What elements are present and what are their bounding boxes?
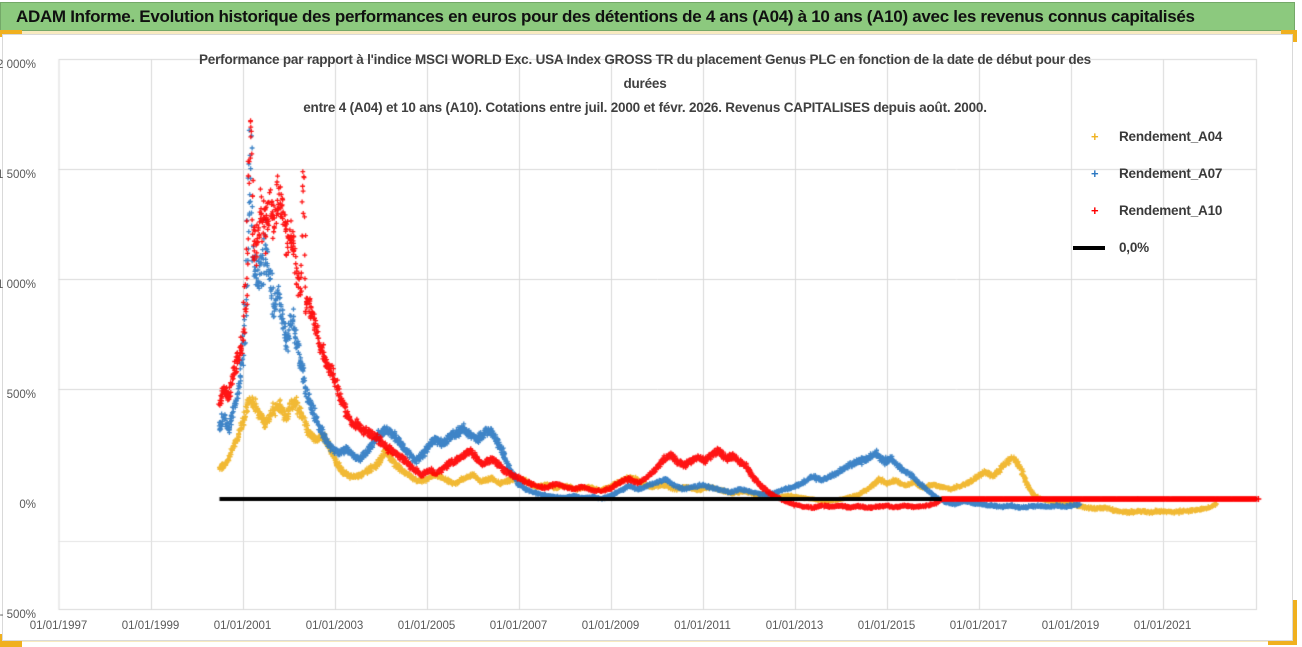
x-axis-tick-label: 01/01/2009 [581,620,640,632]
x-axis-tick-label: 01/01/2005 [397,620,456,632]
legend-label: Rendement_A07 [1119,166,1223,181]
x-axis-tick-label: 01/01/2021 [1133,620,1192,632]
x-axis-tick-label: 01/01/2015 [857,620,916,632]
chart-title-line-1: Performance par rapport à l'indice MSCI … [198,52,1091,67]
x-axis-tick-label: 01/01/2013 [765,620,824,632]
x-axis-tick-label: 01/01/1997 [29,620,88,632]
legend-item-zero-line[interactable]: 0,0% [1073,229,1270,266]
legend-item-rendement-a07[interactable]: + Rendement_A07 [1085,155,1270,192]
chart-title: Performance par rapport à l'indice MSCI … [140,48,1150,120]
x-axis-tick-label: 01/01/2017 [949,620,1008,632]
legend-item-rendement-a10[interactable]: + Rendement_A10 [1085,192,1270,229]
x-axis-tick-label: 01/01/1999 [121,620,180,632]
chart-legend: + Rendement_A04 + Rendement_A07 + Rendem… [1073,118,1270,266]
legend-label: Rendement_A04 [1119,129,1223,144]
legend-label: Rendement_A10 [1119,203,1223,218]
x-axis-tick-label: 01/01/2003 [305,620,364,632]
x-axis-tick-label: 01/01/2001 [213,620,272,632]
x-axis-tick-label: 01/01/2011 [674,620,731,632]
zero-line-swatch-icon [1073,245,1105,250]
x-axis-tick-label: 01/01/2019 [1041,620,1100,632]
plus-marker-a10-icon: + [1091,202,1099,218]
legend-label: 0,0% [1119,240,1149,255]
plus-marker-a04-icon: + [1091,128,1099,144]
legend-item-rendement-a04[interactable]: + Rendement_A04 [1085,118,1270,155]
plus-marker-a07-icon: + [1091,165,1099,181]
x-axis-tick-label: 01/01/2007 [489,620,548,632]
chart-title-line-3: entre 4 (A04) et 10 ans (A10). Cotations… [303,100,987,115]
chart-title-line-2: durées [623,76,667,91]
